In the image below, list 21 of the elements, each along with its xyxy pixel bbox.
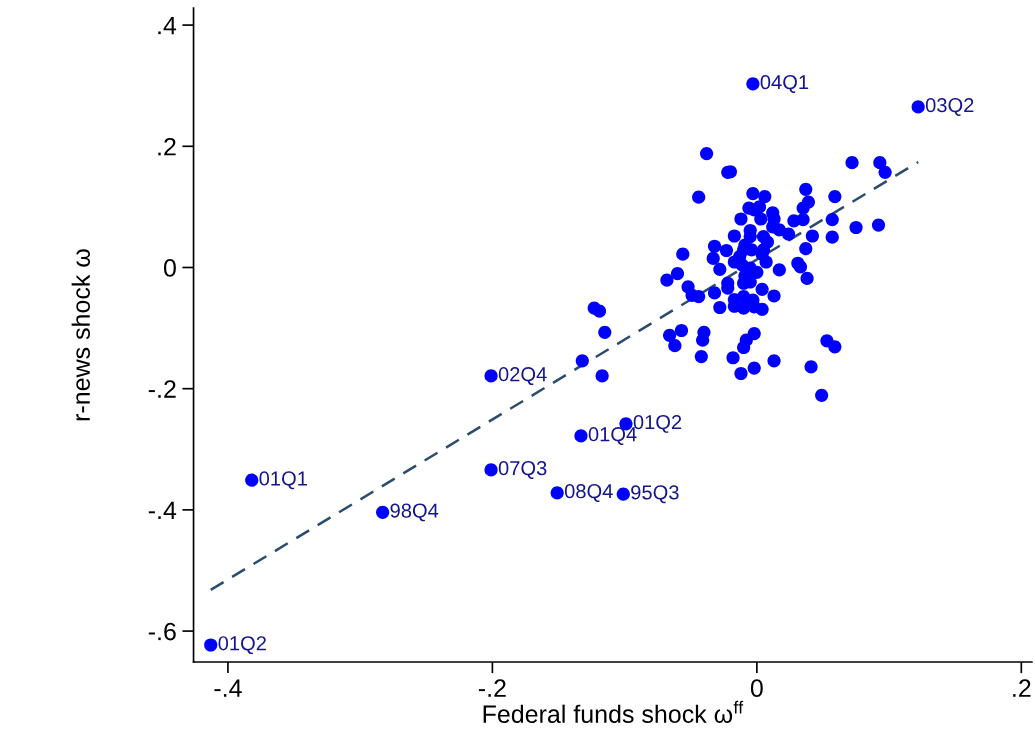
x-axis-title: Federal funds shock ω$^{ff}$ <box>483 700 744 724</box>
annotation: 08Q4 <box>564 484 613 502</box>
annotation: 03Q2 <box>925 98 974 116</box>
y-tick-label: 0 <box>163 259 176 277</box>
annotation: 07Q3 <box>498 461 547 479</box>
y-tick-label: -.6 <box>148 622 176 641</box>
y-tick-label: -.2 <box>148 380 176 398</box>
x-tick-label: .2 <box>1013 679 1031 697</box>
y-axis-title: r-news shock ω <box>71 249 90 421</box>
y-tick-label: .2 <box>158 137 176 156</box>
annotation: 04Q1 <box>760 75 809 93</box>
annotation: 01Q1 <box>259 471 307 490</box>
annotation: 98Q4 <box>390 503 439 522</box>
x-tick-label: 0 <box>750 679 763 698</box>
annotation: 01Q2 <box>218 636 266 655</box>
x-tick-label: -.4 <box>214 679 242 697</box>
y-tick-label: .4 <box>158 16 177 35</box>
annotation: 95Q3 <box>631 485 679 504</box>
x-tick-label: -.2 <box>478 679 506 697</box>
annotation: 02Q4 <box>498 367 547 385</box>
y-tick-label: -.4 <box>148 501 177 519</box>
